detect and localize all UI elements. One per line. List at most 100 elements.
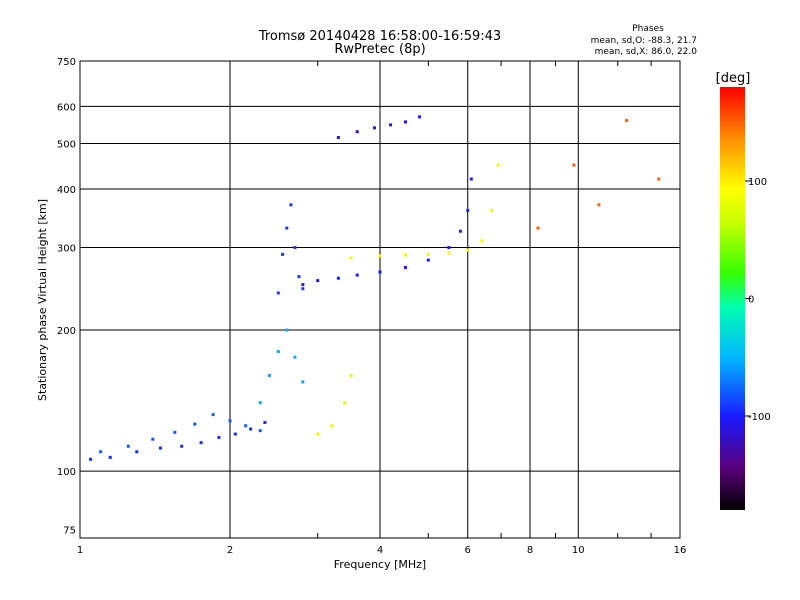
data-point xyxy=(263,420,267,424)
data-point xyxy=(258,401,262,405)
data-point xyxy=(301,287,305,291)
y-tick-label: 400 xyxy=(57,185,76,196)
y-tick-label: 200 xyxy=(57,326,76,337)
data-point xyxy=(403,265,407,269)
y-tick-labels: 75 100 200 300 400 500 600 750 xyxy=(57,57,76,537)
data-point xyxy=(336,276,340,280)
data-point xyxy=(336,136,340,140)
data-point xyxy=(330,424,334,428)
data-point xyxy=(285,328,289,332)
data-points xyxy=(89,115,661,461)
data-point xyxy=(217,435,221,439)
data-point xyxy=(480,239,484,243)
data-point xyxy=(343,401,347,405)
data-point xyxy=(426,258,430,262)
data-point xyxy=(378,270,382,274)
colorbar: [deg] 100 0 -100 xyxy=(716,71,771,510)
data-point xyxy=(301,283,305,287)
data-point xyxy=(233,432,237,436)
data-point xyxy=(389,123,393,127)
data-point xyxy=(572,163,576,167)
data-point xyxy=(466,208,470,212)
y-tick-label: 500 xyxy=(57,140,76,151)
data-point xyxy=(447,251,451,255)
data-point xyxy=(289,203,293,207)
data-point xyxy=(373,126,377,130)
data-point xyxy=(355,130,359,134)
data-point xyxy=(211,413,215,417)
data-point xyxy=(276,349,280,353)
data-point xyxy=(244,424,248,428)
data-point xyxy=(316,279,320,283)
phases-title: Phases xyxy=(632,24,664,34)
y-tick-label: 600 xyxy=(57,102,76,113)
colorbar-tick-label: 100 xyxy=(748,177,767,188)
data-point xyxy=(426,252,430,256)
y-tick-label: 300 xyxy=(57,244,76,255)
x-tick-label: 2 xyxy=(227,545,233,556)
chart-subtitle: RwPretec (8p) xyxy=(334,42,425,57)
y-tick-label: 100 xyxy=(57,467,76,478)
data-point xyxy=(199,441,203,445)
data-point xyxy=(349,256,353,260)
colorbar-label: [deg] xyxy=(716,71,751,86)
data-point xyxy=(285,226,289,230)
data-point xyxy=(657,177,661,181)
colorbar-tick-label: -100 xyxy=(748,412,771,423)
colorbar-gradient xyxy=(720,87,745,510)
x-tick-label: 6 xyxy=(465,545,471,556)
data-point xyxy=(180,444,184,448)
data-point xyxy=(276,291,280,295)
data-point xyxy=(458,229,462,233)
data-point xyxy=(173,430,177,434)
y-tick-label: 750 xyxy=(57,57,76,68)
data-point xyxy=(151,437,155,441)
colorbar-tick-label: 0 xyxy=(748,295,754,306)
data-point xyxy=(316,432,320,436)
data-point xyxy=(447,246,451,250)
data-point xyxy=(126,444,130,448)
grid-lines xyxy=(80,61,680,538)
data-point xyxy=(469,177,473,181)
data-point xyxy=(597,203,601,207)
data-point xyxy=(355,273,359,277)
data-point xyxy=(378,254,382,258)
data-point xyxy=(249,427,253,431)
chart-title: Tromsø 20140428 16:58:00-16:59:43 xyxy=(258,29,501,44)
y-tick-label: 75 xyxy=(63,526,76,537)
data-point xyxy=(403,120,407,124)
x-tick-labels: 1 2 4 6 8 10 16 xyxy=(77,545,687,556)
data-point xyxy=(108,455,112,459)
colorbar-ticks: 100 0 -100 xyxy=(745,177,771,423)
phases-o-line: mean, sd,O: -88.3, 21.7 xyxy=(591,36,697,46)
x-tick-label: 10 xyxy=(572,545,585,556)
data-point xyxy=(625,118,629,122)
data-point xyxy=(496,163,500,167)
x-axis-label: Frequency [MHz] xyxy=(334,558,426,571)
data-point xyxy=(135,450,139,454)
data-point xyxy=(417,115,421,119)
data-point xyxy=(258,429,262,433)
x-tick-label: 16 xyxy=(674,545,687,556)
data-point xyxy=(228,419,232,423)
data-point xyxy=(293,355,297,359)
data-point xyxy=(536,226,540,230)
data-point xyxy=(158,446,162,450)
plot-frame xyxy=(79,60,681,539)
data-point xyxy=(466,248,470,252)
x-tick-label: 1 xyxy=(77,545,83,556)
data-point xyxy=(490,208,494,212)
data-point xyxy=(267,373,271,377)
phases-x-line: mean, sd,X: 86.0, 22.0 xyxy=(595,47,698,57)
x-tick-label: 8 xyxy=(527,545,533,556)
data-point xyxy=(349,373,353,377)
data-point xyxy=(99,450,103,454)
data-point xyxy=(403,253,407,257)
data-point xyxy=(293,246,297,250)
data-point xyxy=(301,380,305,384)
phases-box: Phases mean, sd,O: -88.3, 21.7 mean, sd,… xyxy=(591,24,698,57)
data-point xyxy=(297,275,301,279)
data-point xyxy=(89,457,93,461)
x-tick-label: 4 xyxy=(377,545,383,556)
